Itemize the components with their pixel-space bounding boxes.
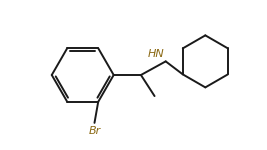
Text: HN: HN bbox=[148, 49, 164, 59]
Text: Br: Br bbox=[88, 126, 101, 136]
